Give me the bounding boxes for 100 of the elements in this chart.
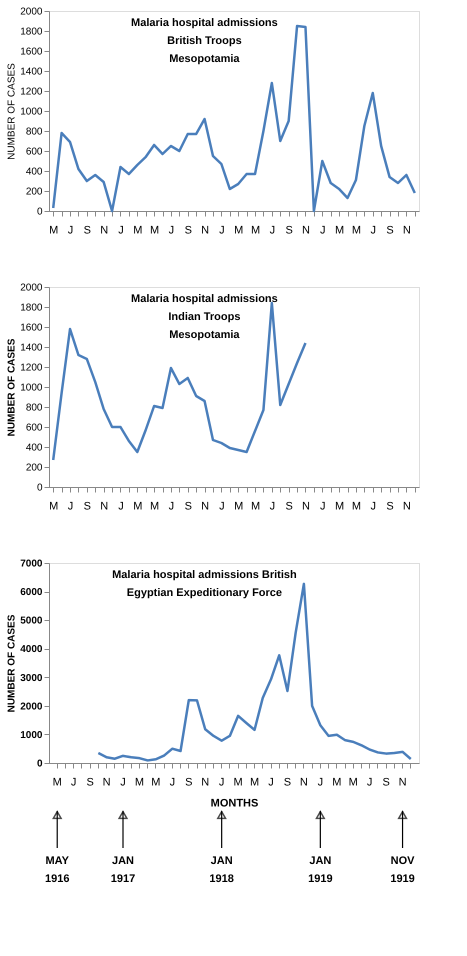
x-tick-label: J	[70, 776, 76, 788]
x-tick-label: M	[133, 500, 142, 512]
x-tick-label: N	[100, 224, 108, 236]
y-tick-label: 200	[26, 462, 43, 474]
x-tick-label: J	[320, 500, 326, 512]
y-tick-label: 0	[36, 206, 43, 218]
x-tick-label: J	[168, 500, 174, 512]
y-tick-label: 1600	[20, 46, 43, 58]
x-tick-label: M	[133, 224, 142, 236]
x-tick-label: N	[201, 500, 210, 512]
x-tick-label: J	[120, 776, 126, 788]
x-tick-label: S	[184, 224, 192, 236]
y-tick-label: 3000	[20, 672, 43, 684]
x-tick-label: M	[335, 224, 344, 236]
x-tick-label: J	[270, 224, 276, 236]
x-tick-label: N	[201, 776, 210, 788]
x-tick-label: J	[218, 776, 224, 788]
x-tick-label: S	[84, 500, 92, 512]
x-tick-label: M	[52, 776, 62, 788]
y-tick-label: 1000	[20, 382, 43, 394]
x-tick-label: J	[68, 500, 74, 512]
y-tick-label: 4000	[20, 644, 43, 656]
y-tick-label: 600	[26, 146, 43, 158]
y-tick-label: 1200	[20, 362, 43, 374]
x-tick-label: N	[100, 500, 108, 512]
y-tick-label: 800	[26, 126, 43, 138]
text: Malaria hospital admissions British Troops Mesopotamia	[131, 17, 278, 65]
y-tick-label: 1800	[20, 26, 43, 38]
x-tick-label: M	[150, 224, 160, 236]
x-tick-label: J	[320, 224, 326, 236]
x-tick-label: J	[318, 776, 324, 788]
x-tick-label: M	[352, 224, 362, 236]
y-tick-label: 1400	[20, 342, 43, 354]
y-tick-label: 1400	[20, 66, 43, 78]
x-tick-label: N	[102, 776, 111, 788]
x-tick-label: J	[168, 224, 174, 236]
x-tick-label: N	[402, 500, 411, 512]
x-tick-label: M	[352, 500, 362, 512]
x-tick-label: J	[118, 500, 124, 512]
x-tick-label: J	[270, 500, 276, 512]
x-axis-title: MONTHS	[210, 798, 258, 810]
x-tick-label: J	[118, 224, 124, 236]
x-tick-label: N	[302, 500, 310, 512]
x-tick-label: N	[300, 776, 308, 788]
x-tick-label: S	[386, 224, 394, 236]
x-tick-label: S	[86, 776, 94, 788]
y-axis-title: NUMBER OF CASES	[6, 338, 18, 436]
y-tick-label: 5000	[20, 616, 43, 627]
x-tick-label: J	[370, 224, 376, 236]
x-tick-label: S	[285, 224, 293, 236]
x-tick-label: M	[234, 224, 244, 236]
x-tick-label: M	[250, 500, 260, 512]
y-axis-title: NUMBER OF CASES	[6, 614, 18, 712]
x-tick-label: M	[250, 776, 260, 788]
y-tick-label: 7000	[20, 558, 43, 570]
x-tick-label: M	[49, 500, 58, 512]
x-tick-label: N	[302, 224, 310, 236]
x-tick-label: S	[185, 776, 192, 788]
x-tick-label: S	[382, 776, 390, 788]
text: NOV 1919	[390, 855, 416, 885]
y-tick-label: 800	[26, 402, 43, 414]
x-tick-label: J	[170, 776, 176, 788]
x-tick-label: M	[332, 776, 342, 788]
y-tick-label: 0	[36, 758, 43, 770]
x-tick-label: J	[219, 500, 225, 512]
y-tick-label: 200	[26, 186, 43, 198]
y-tick-label: 1200	[20, 86, 43, 98]
y-axis-title: NUMBER OF CASES	[6, 62, 18, 160]
y-tick-label: 1000	[20, 730, 43, 741]
text: MAY 1916	[44, 855, 70, 885]
y-tick-label: 2000	[20, 282, 43, 294]
x-tick-label: M	[335, 500, 344, 512]
text: Malaria hospital admissions Indian Troops Mesopotamia	[131, 293, 278, 341]
x-tick-label: J	[366, 776, 372, 788]
y-tick-label: 1600	[20, 322, 43, 334]
y-tick-label: 2000	[20, 701, 43, 712]
text: JAN 1919	[308, 855, 333, 885]
x-tick-label: M	[150, 500, 160, 512]
x-tick-label: M	[234, 776, 243, 788]
x-tick-label: J	[68, 224, 74, 236]
text: Malaria hospital admissions British Egyptian Expeditionary Force	[112, 569, 297, 599]
x-tick-label: N	[402, 224, 411, 236]
x-tick-label: N	[398, 776, 407, 788]
x-tick-label: M	[151, 776, 160, 788]
x-tick-label: S	[386, 500, 394, 512]
x-tick-label: S	[284, 776, 292, 788]
x-tick-label: J	[268, 776, 274, 788]
line-series	[97, 582, 412, 762]
x-tick-label: S	[285, 500, 293, 512]
y-tick-label: 1800	[20, 302, 43, 314]
y-tick-label: 1000	[20, 106, 43, 118]
text: JAN 1918	[209, 855, 234, 885]
x-tick-label: S	[184, 500, 192, 512]
x-tick-label: M	[49, 224, 58, 236]
x-tick-label: M	[134, 776, 144, 788]
y-tick-label: 0	[36, 482, 43, 494]
text: JAN 1917	[110, 855, 136, 885]
y-tick-label: 6000	[20, 587, 43, 598]
y-tick-label: 600	[26, 422, 43, 434]
x-tick-label: J	[219, 224, 225, 236]
